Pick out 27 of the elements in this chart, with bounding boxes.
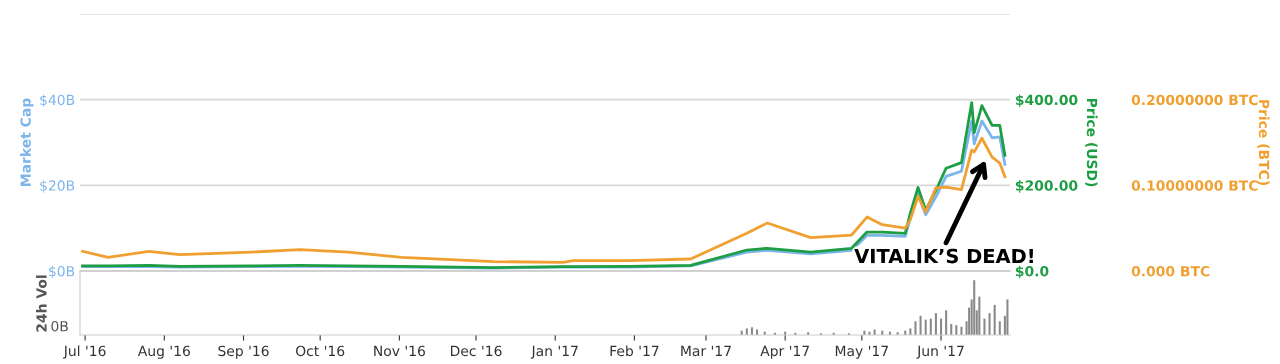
y2-axis-title: Price (USD): [1085, 98, 1098, 187]
x-tick-label: May '17: [835, 345, 888, 359]
y-axis-title: Market Cap: [20, 98, 34, 186]
y2-tick-label: $400.00: [1015, 94, 1078, 107]
y3-tick-label: 0.20000000 BTC: [1131, 94, 1258, 106]
y-tick-label: $0B: [49, 265, 75, 279]
x-tick-label: Jul '16: [63, 345, 106, 359]
y3-tick-label: 0.10000000 BTC: [1131, 180, 1258, 191]
y-tick-label: $40B: [40, 94, 75, 107]
y-tick-label: $20B: [40, 180, 75, 193]
x-tick-label: Jan '17: [530, 345, 578, 359]
y3-tick-label: 0.000 BTC: [1131, 265, 1210, 277]
y2-tick-label: $200.00: [1015, 180, 1078, 193]
annotation: VITALIK’S DEAD!: [854, 248, 1033, 264]
y2-tick-label: $0.0: [1015, 265, 1049, 279]
x-tick-label: Feb '17: [610, 345, 659, 357]
x-tick-label: Mar '17: [681, 345, 731, 357]
x-tick-label: Nov '16: [374, 345, 425, 357]
x-tick-label: Sep '16: [218, 345, 269, 359]
x-tick-label: Oct '16: [295, 345, 345, 357]
y3-axis-title: Price (BTC): [1257, 100, 1270, 185]
x-tick-label: Jun '17: [916, 345, 964, 359]
y-axis-title: 24h Vol: [36, 275, 47, 332]
text: 0B: [51, 320, 68, 332]
x-tick-label: Dec '16: [450, 345, 502, 357]
x-tick-label: Apr '17: [760, 345, 809, 359]
x-tick-label: Aug '16: [137, 345, 190, 359]
